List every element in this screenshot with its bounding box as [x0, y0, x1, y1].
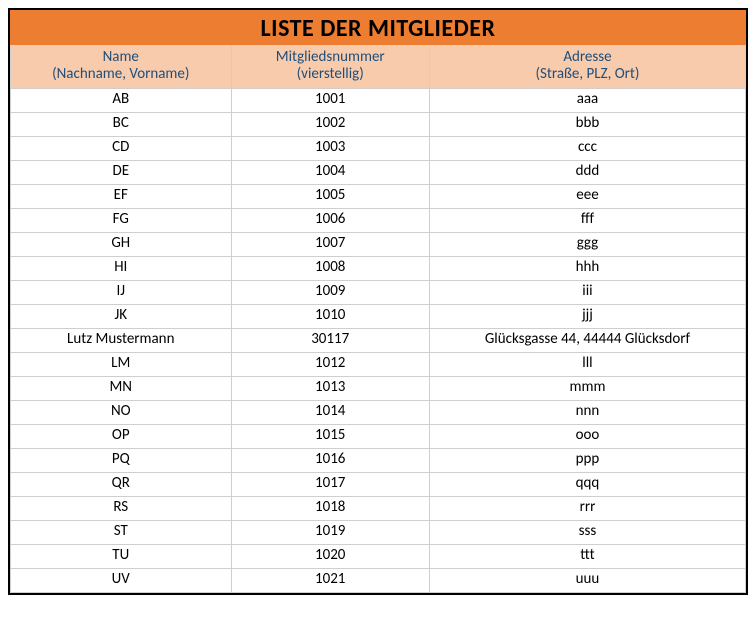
col-header-line2: (vierstellig)	[234, 66, 427, 83]
table-row: ST1019sss	[11, 520, 746, 544]
cell-address: mmm	[429, 376, 745, 400]
cell-number: 1008	[231, 256, 429, 280]
table-row: OP1015ooo	[11, 424, 746, 448]
table-row: RS1018rrr	[11, 496, 746, 520]
table-row: JK1010jjj	[11, 304, 746, 328]
cell-number: 1015	[231, 424, 429, 448]
cell-address: sss	[429, 520, 745, 544]
table-row: DE1004ddd	[11, 160, 746, 184]
col-header-name: Name (Nachname, Vorname)	[11, 45, 232, 88]
cell-number: 1014	[231, 400, 429, 424]
cell-number: 1018	[231, 496, 429, 520]
cell-address: lll	[429, 352, 745, 376]
cell-name: Lutz Mustermann	[11, 328, 232, 352]
cell-number: 1006	[231, 208, 429, 232]
cell-name: ST	[11, 520, 232, 544]
cell-address: qqq	[429, 472, 745, 496]
cell-number: 1013	[231, 376, 429, 400]
table-row: GH1007ggg	[11, 232, 746, 256]
cell-name: MN	[11, 376, 232, 400]
cell-number: 1017	[231, 472, 429, 496]
table-row: Lutz Mustermann30117Glücksgasse 44, 4444…	[11, 328, 746, 352]
table-row: IJ1009iii	[11, 280, 746, 304]
cell-name: PQ	[11, 448, 232, 472]
table-row: PQ1016ppp	[11, 448, 746, 472]
table-row: HI1008hhh	[11, 256, 746, 280]
col-header-line2: (Nachname, Vorname)	[13, 66, 229, 83]
table-row: QR1017qqq	[11, 472, 746, 496]
cell-address: rrr	[429, 496, 745, 520]
col-header-line1: Mitgliedsnummer	[234, 49, 427, 66]
col-header-number: Mitgliedsnummer (vierstellig)	[231, 45, 429, 88]
table-row: AB1001aaa	[11, 88, 746, 112]
table-row: CD1003ccc	[11, 136, 746, 160]
table-row: EF1005eee	[11, 184, 746, 208]
cell-number: 1019	[231, 520, 429, 544]
cell-number: 1007	[231, 232, 429, 256]
cell-number: 1004	[231, 160, 429, 184]
cell-name: GH	[11, 232, 232, 256]
col-header-line1: Adresse	[432, 49, 743, 66]
cell-address: Glücksgasse 44, 44444 Glücksdorf	[429, 328, 745, 352]
table-body: AB1001aaaBC1002bbbCD1003cccDE1004dddEF10…	[11, 88, 746, 592]
cell-name: BC	[11, 112, 232, 136]
table-row: UV1021uuu	[11, 568, 746, 592]
cell-number: 1012	[231, 352, 429, 376]
cell-address: jjj	[429, 304, 745, 328]
cell-number: 1002	[231, 112, 429, 136]
cell-address: ggg	[429, 232, 745, 256]
cell-address: eee	[429, 184, 745, 208]
table-row: BC1002bbb	[11, 112, 746, 136]
cell-name: DE	[11, 160, 232, 184]
cell-address: aaa	[429, 88, 745, 112]
cell-number: 1001	[231, 88, 429, 112]
cell-address: ppp	[429, 448, 745, 472]
cell-address: iii	[429, 280, 745, 304]
cell-name: JK	[11, 304, 232, 328]
cell-name: NO	[11, 400, 232, 424]
cell-name: CD	[11, 136, 232, 160]
table-row: FG1006fff	[11, 208, 746, 232]
member-table: Name (Nachname, Vorname) Mitgliedsnummer…	[10, 45, 746, 593]
cell-address: fff	[429, 208, 745, 232]
cell-number: 1003	[231, 136, 429, 160]
cell-name: LM	[11, 352, 232, 376]
cell-name: UV	[11, 568, 232, 592]
cell-address: bbb	[429, 112, 745, 136]
cell-number: 1010	[231, 304, 429, 328]
cell-address: nnn	[429, 400, 745, 424]
cell-number: 1009	[231, 280, 429, 304]
cell-number: 1016	[231, 448, 429, 472]
cell-number: 30117	[231, 328, 429, 352]
table-row: MN1013mmm	[11, 376, 746, 400]
table-title: LISTE DER MITGLIEDER	[10, 10, 746, 45]
cell-address: ooo	[429, 424, 745, 448]
table-row: NO1014nnn	[11, 400, 746, 424]
member-list-table-wrap: LISTE DER MITGLIEDER Name (Nachname, Vor…	[8, 8, 748, 595]
cell-name: EF	[11, 184, 232, 208]
cell-name: TU	[11, 544, 232, 568]
cell-address: ccc	[429, 136, 745, 160]
cell-address: ttt	[429, 544, 745, 568]
table-row: TU1020ttt	[11, 544, 746, 568]
table-header: Name (Nachname, Vorname) Mitgliedsnummer…	[11, 45, 746, 88]
cell-name: RS	[11, 496, 232, 520]
cell-address: uuu	[429, 568, 745, 592]
cell-name: FG	[11, 208, 232, 232]
cell-address: hhh	[429, 256, 745, 280]
cell-number: 1021	[231, 568, 429, 592]
col-header-address: Adresse (Straße, PLZ, Ort)	[429, 45, 745, 88]
col-header-line2: (Straße, PLZ, Ort)	[432, 66, 743, 83]
cell-name: AB	[11, 88, 232, 112]
cell-name: OP	[11, 424, 232, 448]
cell-name: IJ	[11, 280, 232, 304]
col-header-line1: Name	[13, 49, 229, 66]
cell-address: ddd	[429, 160, 745, 184]
cell-name: HI	[11, 256, 232, 280]
cell-number: 1005	[231, 184, 429, 208]
cell-number: 1020	[231, 544, 429, 568]
cell-name: QR	[11, 472, 232, 496]
table-row: LM1012lll	[11, 352, 746, 376]
